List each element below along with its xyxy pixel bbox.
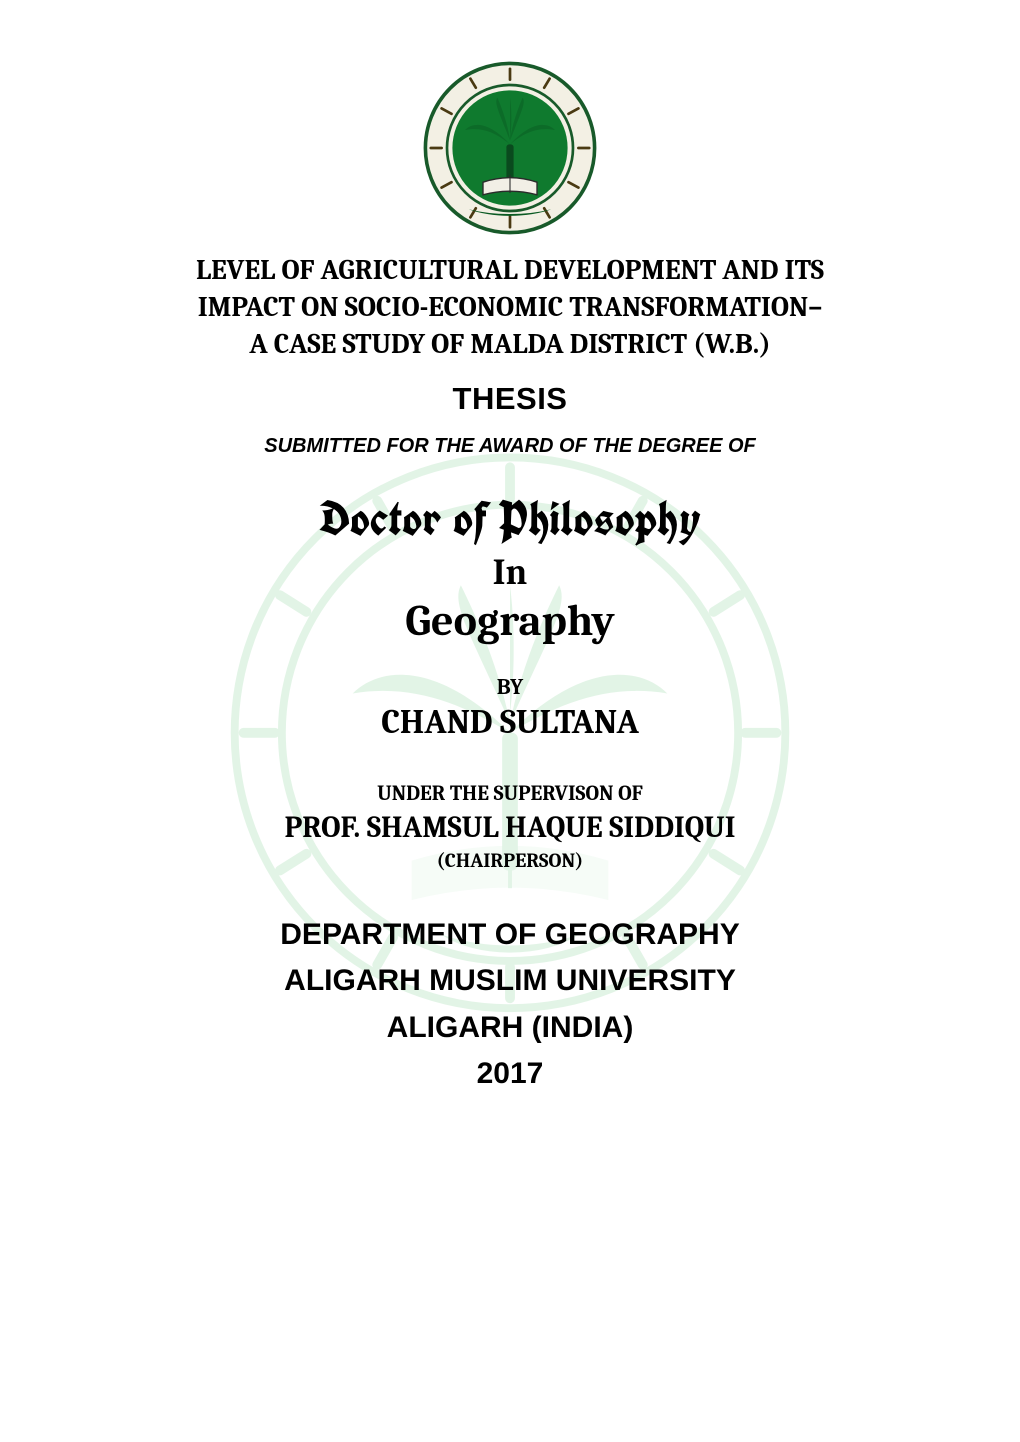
thesis-title: LEVEL OF AGRICULTURAL DEVELOPMENT AND IT… [60, 252, 960, 363]
title-line-1: LEVEL OF AGRICULTURAL DEVELOPMENT AND IT… [196, 254, 824, 286]
affiliation-block: DEPARTMENT OF GEOGRAPHY ALIGARH MUSLIM U… [60, 912, 960, 1098]
supervisor-name: PROF. SHAMSUL HAQUE SIDDIQUI [60, 810, 960, 845]
degree-name: Doctor of Philosophy [60, 488, 960, 550]
supervision-label: UNDER THE SUPERVISON OF [60, 782, 960, 806]
thesis-label: THESIS [60, 381, 960, 417]
title-line-2: IMPACT ON SOCIO-ECONOMIC TRANSFORMATION– [198, 291, 823, 323]
supervisor-role: (CHAIRPERSON) [60, 849, 960, 872]
university: ALIGARH MUSLIM UNIVERSITY [284, 964, 736, 997]
department: DEPARTMENT OF GEOGRAPHY [280, 918, 739, 951]
title-line-3: A CASE STUDY OF MALDA DISTRICT (W.B.) [249, 328, 770, 360]
submitted-for: SUBMITTED FOR THE AWARD OF THE DEGREE OF [60, 435, 960, 458]
author-name: CHAND SULTANA [60, 702, 960, 742]
by-label: BY [60, 674, 960, 700]
emblem-svg [420, 58, 600, 238]
university-emblem [60, 58, 960, 238]
subject: Geography [60, 595, 960, 646]
in-label: In [60, 552, 960, 593]
thesis-title-page: LEVEL OF AGRICULTURAL DEVELOPMENT AND IT… [0, 0, 1020, 1442]
city-country: ALIGARH (INDIA) [387, 1011, 634, 1044]
year: 2017 [477, 1057, 544, 1090]
